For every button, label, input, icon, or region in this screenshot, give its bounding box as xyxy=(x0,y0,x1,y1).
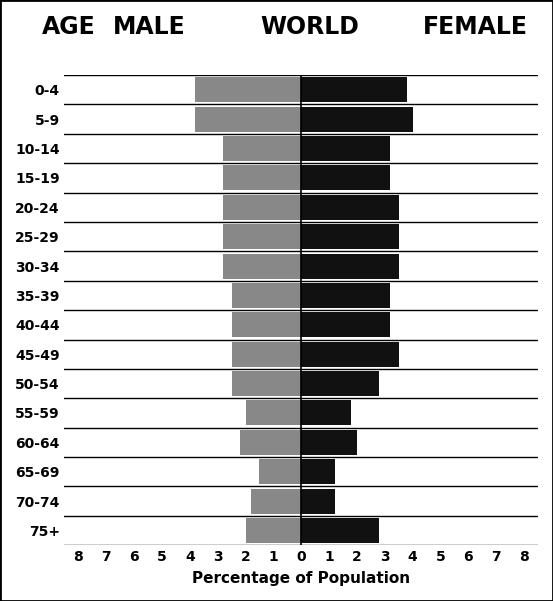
Bar xyxy=(301,136,390,161)
X-axis label: Percentage of Population: Percentage of Population xyxy=(192,571,410,586)
Bar xyxy=(232,342,301,367)
Bar xyxy=(301,224,399,249)
Text: AGE: AGE xyxy=(41,15,95,39)
Bar xyxy=(301,78,407,102)
Text: MALE: MALE xyxy=(113,15,186,39)
Bar xyxy=(232,283,301,308)
Text: FEMALE: FEMALE xyxy=(423,15,528,39)
Bar xyxy=(301,165,390,191)
Bar xyxy=(251,489,301,514)
Bar xyxy=(246,518,301,543)
Bar xyxy=(301,518,379,543)
Bar xyxy=(223,165,301,191)
Text: WORLD: WORLD xyxy=(260,15,359,39)
Bar xyxy=(223,195,301,220)
Bar xyxy=(301,430,357,455)
Bar xyxy=(301,400,351,426)
Bar xyxy=(195,78,301,102)
Bar xyxy=(259,459,301,484)
Bar xyxy=(301,107,413,132)
Bar xyxy=(240,430,301,455)
Bar xyxy=(301,371,379,396)
Bar xyxy=(223,136,301,161)
Bar xyxy=(301,489,335,514)
Bar xyxy=(301,459,335,484)
Bar xyxy=(301,342,399,367)
Bar xyxy=(301,283,390,308)
Bar xyxy=(301,254,399,278)
Bar xyxy=(301,313,390,337)
Bar xyxy=(301,195,399,220)
Bar xyxy=(232,313,301,337)
Bar xyxy=(232,371,301,396)
Bar xyxy=(195,107,301,132)
Bar xyxy=(246,400,301,426)
Bar xyxy=(223,254,301,278)
Bar xyxy=(223,224,301,249)
